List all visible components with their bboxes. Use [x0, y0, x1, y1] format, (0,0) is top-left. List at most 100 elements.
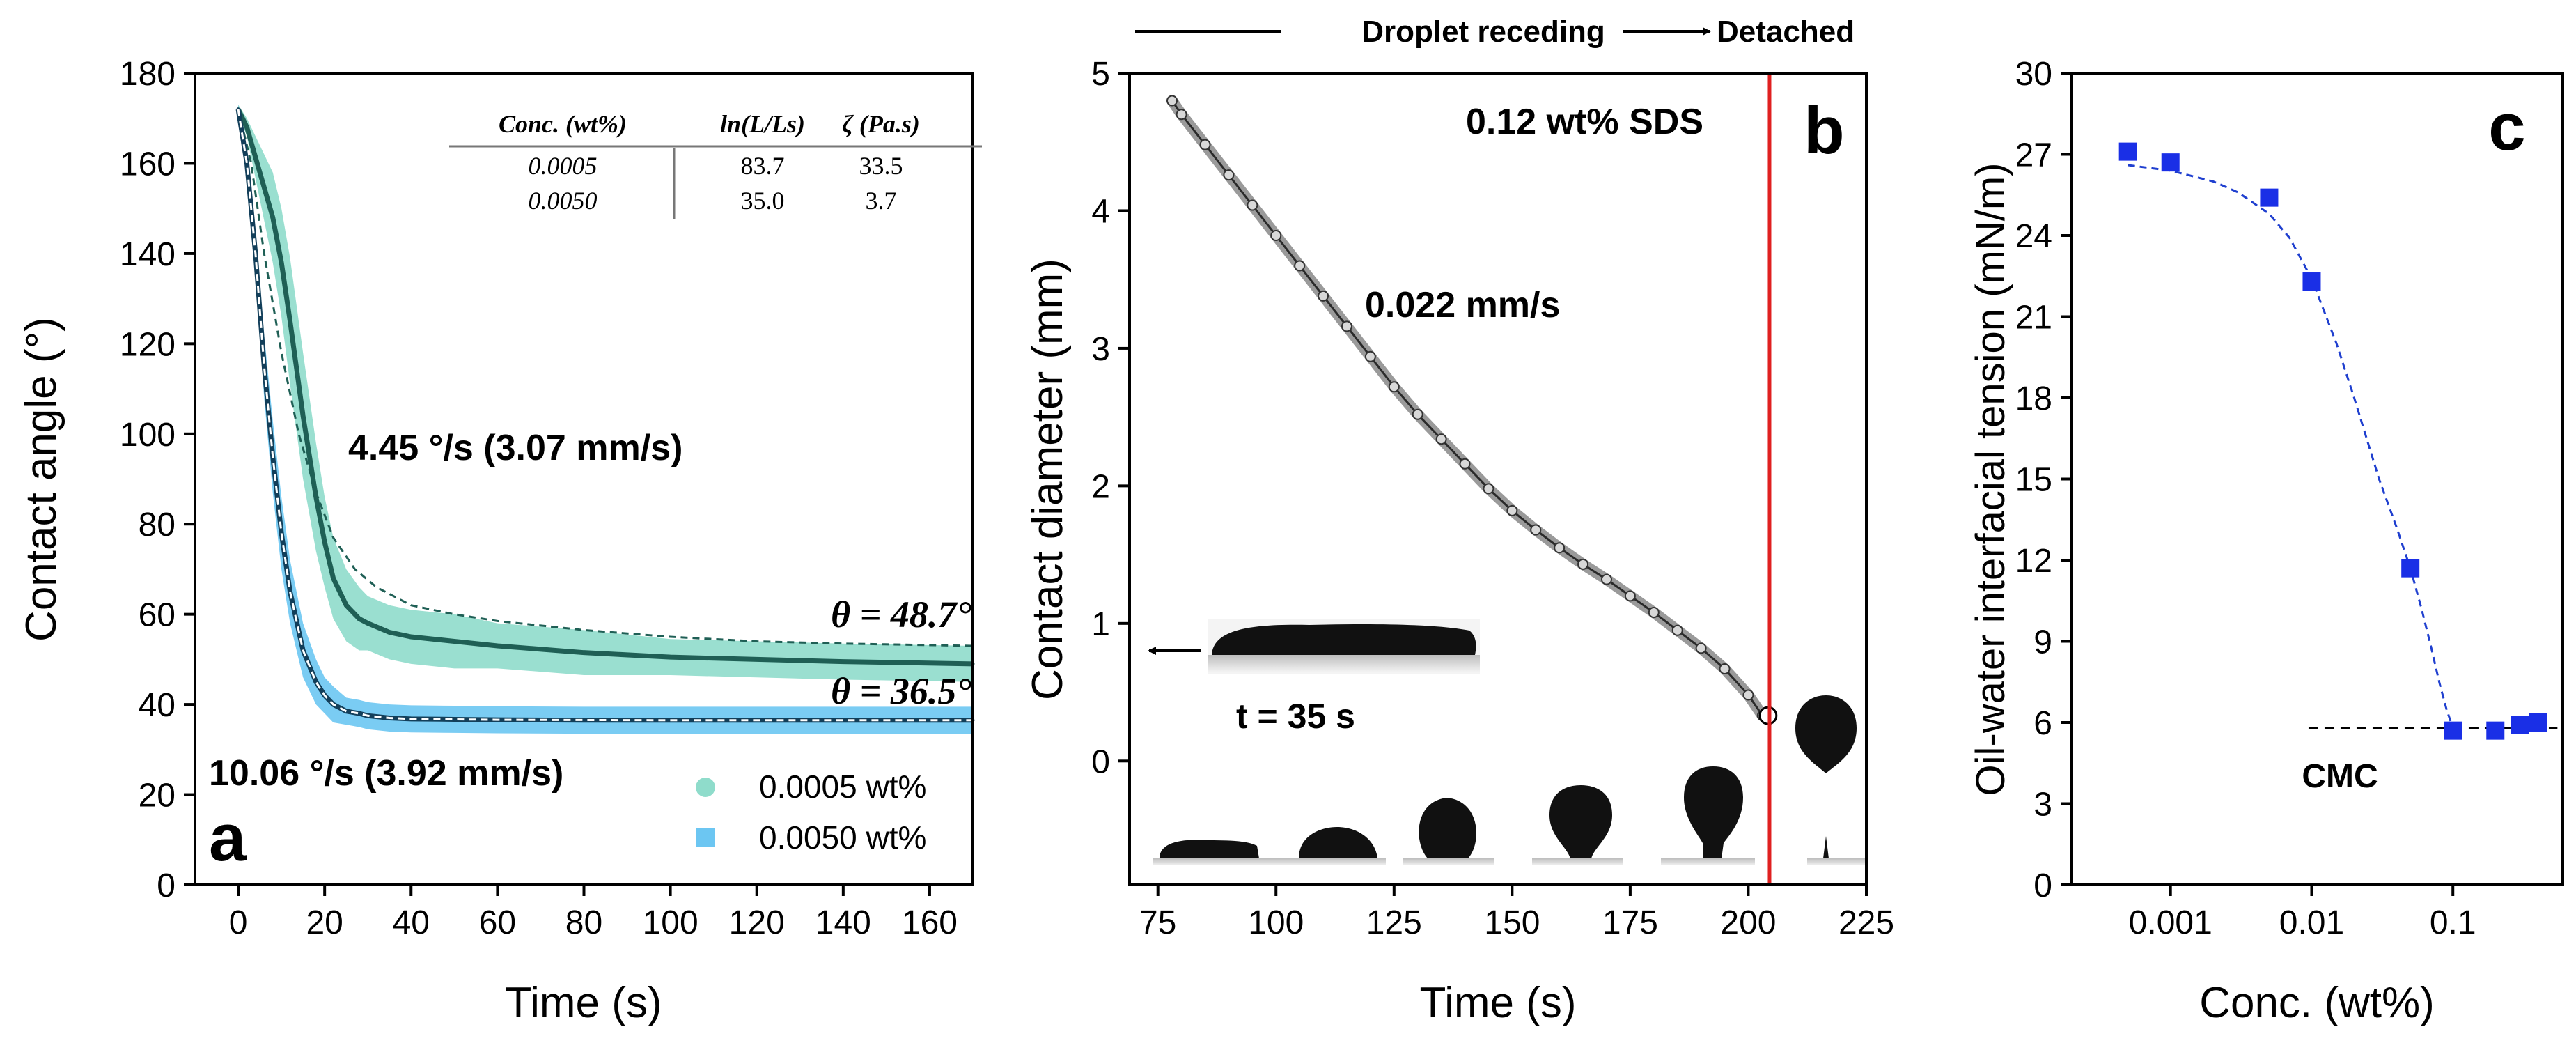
data-point-0005: [495, 644, 499, 648]
data-point: [1247, 199, 1258, 211]
data-point: [1671, 624, 1683, 636]
x-tick-label: 125: [1366, 904, 1422, 941]
inset-table-row1-ln: 83.7: [741, 152, 785, 180]
panel-b-sds-label: 0.12 wt% SDS: [1466, 102, 1703, 142]
data-point-0005: [366, 621, 370, 626]
x-tick-label: 0.01: [2279, 904, 2344, 941]
x-tick-label: 80: [565, 904, 602, 941]
data-point-0005: [271, 215, 275, 219]
data-point: [2118, 142, 2137, 161]
data-point: [1600, 573, 1612, 585]
inset-table-row1-zeta: 33.5: [859, 152, 903, 180]
data-point: [1530, 524, 1542, 536]
panel-b-axes-frame: [1128, 72, 1868, 886]
y-tick-label: 20: [139, 778, 175, 814]
droplet-ground-2: [1295, 858, 1386, 865]
data-point: [1742, 689, 1754, 701]
panel-a-label: a: [209, 801, 247, 875]
y-tick-label: 0: [157, 867, 175, 904]
y-tick-label: 180: [120, 56, 175, 93]
x-tick-label: 225: [1839, 904, 1894, 941]
data-point-0005: [279, 261, 283, 265]
inset-table-row2-conc: 0.0050: [529, 187, 598, 215]
data-point-0005: [301, 414, 305, 418]
header-detached: Detached: [1717, 15, 1855, 49]
y-tick-label: 2: [1091, 468, 1110, 505]
panel-b-y-axis-title: Contact diameter (mm): [1024, 258, 1072, 700]
x-tick-label: 20: [306, 904, 343, 941]
data-point: [1388, 381, 1400, 393]
data-point: [1294, 260, 1306, 272]
inset-table-row1-conc: 0.0005: [529, 152, 598, 180]
y-tick-label: 60: [139, 597, 175, 634]
panel-a-rate-label-2: 10.06 °/s (3.92 mm/s): [209, 753, 563, 794]
data-point: [1483, 483, 1494, 495]
panel-c-y-axis-title: Oil-water interfacial tension (mN/m): [1968, 163, 2013, 796]
y-tick-label: 18: [2015, 380, 2052, 417]
data-point: [1435, 433, 1447, 445]
panel-a-theta-label-2: θ = 36.5°: [831, 670, 971, 712]
panel-b-ticks: 75 100 125 150 175 200 225 0 1 2 3 4 5: [1091, 56, 1894, 941]
data-point: [1554, 542, 1566, 554]
data-point-0050: [452, 717, 456, 721]
data-point: [1459, 458, 1471, 470]
y-tick-label: 30: [2015, 56, 2052, 93]
fit-line-0050: [237, 109, 973, 722]
data-point: [2486, 721, 2505, 740]
y-tick-label: 15: [2015, 462, 2052, 499]
data-point: [1223, 169, 1235, 181]
y-tick-label: 12: [2015, 543, 2052, 580]
legend-marker-0050: [696, 828, 715, 847]
data-point: [1341, 320, 1352, 332]
data-point: [1719, 663, 1731, 674]
droplet-6-detached: [1795, 695, 1857, 773]
data-point: [1270, 230, 1282, 241]
x-tick-label: 120: [729, 904, 785, 941]
y-tick-label: 5: [1091, 56, 1110, 93]
droplet-ground-3: [1403, 858, 1494, 865]
panel-c-cmc-label: CMC: [2302, 758, 2378, 795]
data-point: [2260, 188, 2279, 207]
series-line-0005: [235, 108, 974, 667]
fit-curve: [2128, 164, 2454, 729]
legend-marker-0005: [696, 778, 715, 797]
panel-a-contact-angle-chart: 0 20 40 60 80 100 120 140 160 0 20 40 60 80 100 120 140 1…: [17, 56, 982, 1027]
data-point: [2302, 272, 2321, 291]
droplet-ground-4: [1532, 858, 1623, 865]
panel-a-ticks: 0 20 40 60 80 100 120 140 160 0 20 40 60 80 100 120 140 1…: [120, 56, 958, 941]
data-point-0005: [258, 170, 262, 174]
x-tick-label: 200: [1720, 904, 1776, 941]
x-tick-label: 100: [643, 904, 698, 941]
droplet-4: [1549, 785, 1612, 858]
panel-b-inset-image: [1148, 619, 1480, 674]
data-point-0005: [452, 640, 456, 643]
panel-c-ticks: 0.001 0.01 0.1 0 3 6 9 12 15 18 21 24 27 30: [2015, 56, 2476, 941]
panel-a-x-axis-title: Time (s): [506, 979, 662, 1027]
data-point: [2161, 153, 2180, 172]
y-tick-label: 80: [139, 507, 175, 543]
panel-a-theta-label-1: θ = 48.7°: [831, 594, 971, 635]
droplet-6-tail: [1823, 836, 1829, 858]
droplet-3: [1419, 798, 1476, 858]
data-point-0005: [755, 657, 759, 661]
inset-table-row2-zeta: 3.7: [866, 187, 897, 215]
droplet-ground-6: [1807, 858, 1866, 865]
droplet-5: [1684, 766, 1743, 858]
data-point-0005: [288, 319, 292, 323]
y-tick-label: 3: [1091, 331, 1110, 368]
y-tick-label: 0: [2034, 867, 2052, 904]
data-point: [1166, 95, 1178, 107]
data-point-0005: [409, 635, 413, 639]
y-tick-label: 24: [2015, 218, 2052, 255]
panel-b-x-axis-title: Time (s): [1420, 979, 1577, 1027]
panel-c-x-axis-title: Conc. (wt%): [2199, 979, 2435, 1027]
panel-b-contact-diameter-chart: Droplet receding Detached: [1024, 15, 1894, 1027]
data-point-0005: [841, 660, 845, 664]
data-point: [2401, 559, 2420, 578]
legend-label-0050: 0.0050 wt%: [759, 819, 926, 856]
panel-a-y-axis-title: Contact angle (°): [17, 317, 65, 642]
y-tick-label: 120: [120, 326, 175, 363]
data-point-0050: [262, 364, 266, 369]
panel-b-slope-label: 0.022 mm/s: [1365, 285, 1560, 325]
data-point: [2511, 716, 2529, 734]
